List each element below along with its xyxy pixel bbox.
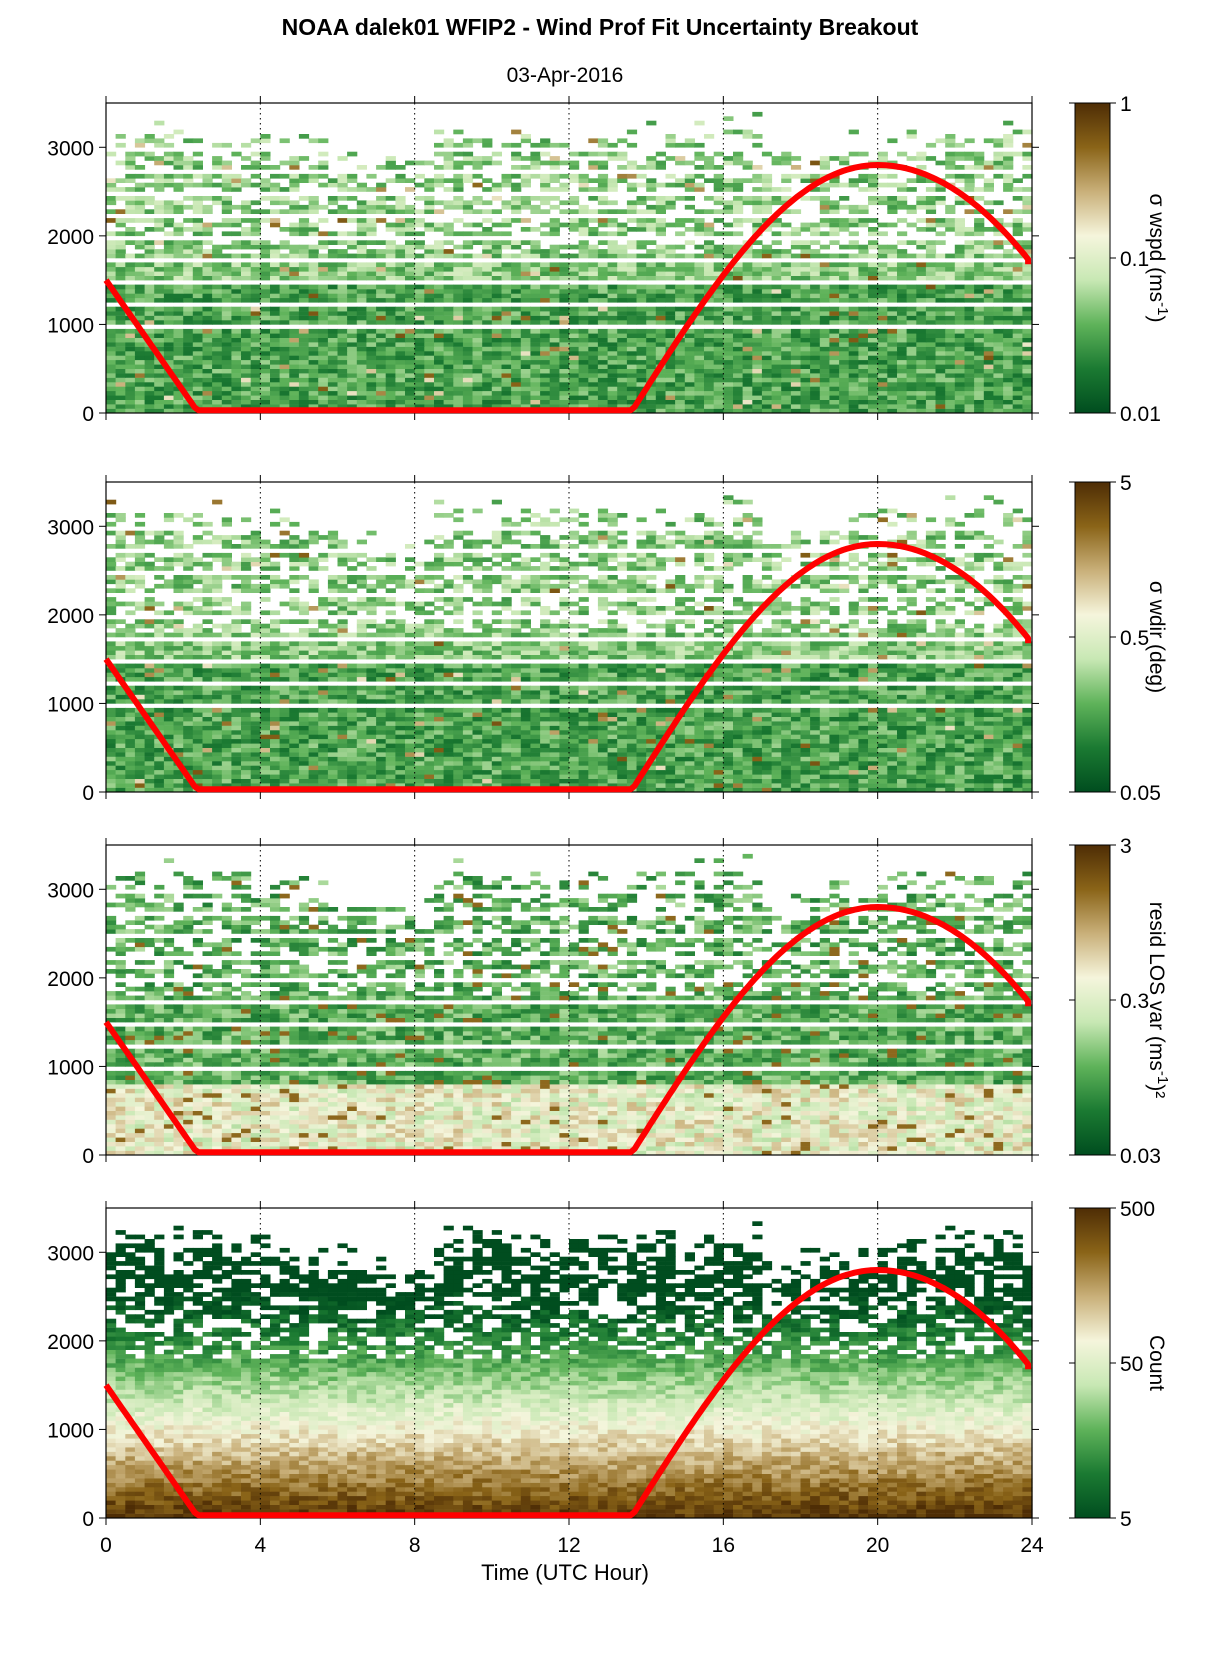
- panel-4: 0 4 8 12 16 20 24 0 1000 2000 3000 500 50 5 Count: [47, 1198, 1168, 1557]
- y-tick-label: 3000: [47, 1242, 94, 1265]
- colorbar-gradient: [1074, 844, 1111, 1156]
- x-tick-label: 20: [866, 1534, 889, 1557]
- x-axis-label: Time (UTC Hour): [481, 1560, 649, 1585]
- y-tick-label: 0: [82, 1508, 94, 1531]
- figure-title: NOAA dalek01 WFIP2 - Wind Prof Fit Uncer…: [282, 14, 919, 40]
- colorbar-tick-label: 0.3: [1120, 990, 1149, 1013]
- colorbar-label: σ wspd (ms-1): [1145, 194, 1172, 323]
- y-tick-label: 1000: [47, 1419, 94, 1442]
- panel-3: 0 1000 2000 3000 3 0.3 0.03 resid LOS var (ms-1…: [47, 835, 1171, 1168]
- colorbar: 5 0.5 0.05 σ wdir (deg): [1069, 472, 1168, 805]
- x-tick-label: 24: [1020, 1534, 1044, 1557]
- y-tick-label: 1000: [47, 1056, 94, 1079]
- y-tick-label: 3000: [47, 516, 94, 539]
- overlay-line: [103, 904, 1032, 1156]
- colorbar-gradient: [1074, 481, 1111, 793]
- y-tick-label: 0: [82, 403, 94, 426]
- colorbar-tick-label: 5: [1120, 1508, 1132, 1531]
- y-tick-label: 2000: [47, 1331, 94, 1354]
- y-tick-label: 2000: [47, 968, 94, 991]
- heatmap-cells: [106, 1221, 1033, 1519]
- x-tick-label: 0: [100, 1534, 112, 1557]
- colorbar: 1 0.1 0.01 σ wspd (ms-1): [1069, 93, 1172, 426]
- colorbar-tick-label: 0.01: [1120, 403, 1161, 426]
- colorbar-tick-label: 0.05: [1120, 782, 1161, 805]
- y-tick-label: 2000: [47, 605, 94, 628]
- x-tick-label: 12: [557, 1534, 580, 1557]
- colorbar: 3 0.3 0.03 resid LOS var (ms-1)²: [1069, 835, 1172, 1168]
- colorbar-tick-label: 3: [1120, 835, 1132, 858]
- colorbar-tick-label: 50: [1120, 1353, 1143, 1376]
- colorbar-gradient: [1074, 102, 1111, 414]
- y-tick-label: 1000: [47, 693, 94, 716]
- colorbar-label: Count: [1145, 1335, 1168, 1391]
- x-tick-label: 8: [409, 1534, 421, 1557]
- y-tick-label: 2000: [47, 226, 94, 249]
- colorbar-tick-label: 500: [1120, 1198, 1155, 1221]
- y-tick-label: 0: [82, 782, 94, 805]
- x-tick-label: 16: [712, 1534, 735, 1557]
- panel-1: 0 1000 2000 3000 1 0.1 0.01 σ wspd (ms-1): [47, 93, 1171, 426]
- colorbar-tick-label: 1: [1120, 93, 1132, 116]
- heatmap-cells: [106, 111, 1033, 414]
- colorbar-tick-label: 0.5: [1120, 627, 1149, 650]
- overlay-line: [103, 1267, 1032, 1519]
- overlay-line: [103, 541, 1032, 793]
- figure-subtitle: 03-Apr-2016: [507, 64, 624, 87]
- colorbar-label: σ wdir (deg): [1145, 581, 1168, 693]
- y-tick-label: 3000: [47, 879, 94, 902]
- y-tick-label: 0: [82, 1145, 94, 1168]
- overlay-line: [103, 162, 1032, 414]
- colorbar-tick-label: 0.03: [1120, 1145, 1161, 1168]
- colorbar-gradient: [1074, 1207, 1111, 1519]
- panel-2: 0 1000 2000 3000 5 0.5 0.05 σ wdir (deg): [47, 472, 1168, 805]
- colorbar-tick-label: 5: [1120, 472, 1132, 495]
- colorbar-tick-label: 0.1: [1120, 248, 1149, 271]
- heatmap-cells: [106, 495, 1033, 793]
- x-tick-label: 4: [254, 1534, 266, 1557]
- y-tick-label: 3000: [47, 137, 94, 160]
- colorbar: 500 50 5 Count: [1069, 1198, 1168, 1531]
- colorbar-label: resid LOS var (ms-1)²: [1145, 902, 1172, 1099]
- y-tick-label: 1000: [47, 314, 94, 337]
